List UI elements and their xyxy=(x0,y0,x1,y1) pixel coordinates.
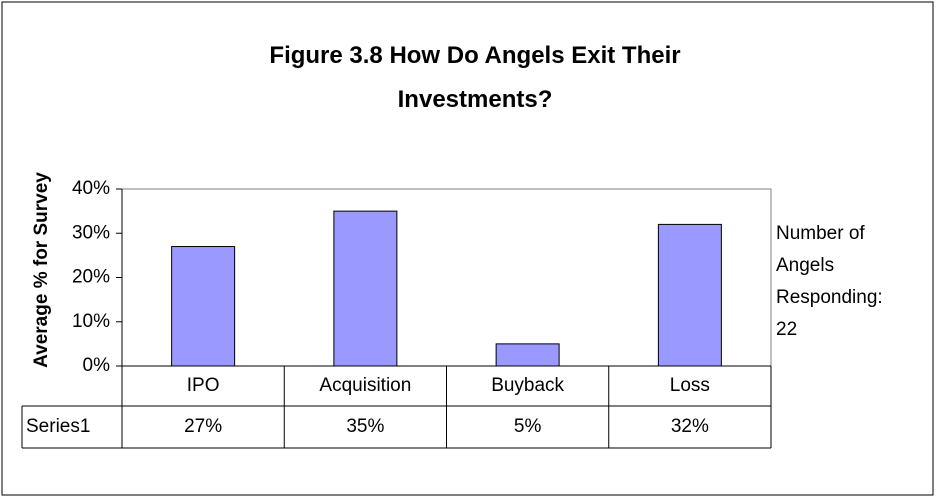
x-tick-label: Buyback xyxy=(491,375,564,396)
table-value: 27% xyxy=(184,416,222,437)
chart-title: Figure 3.8 How Do Angels Exit Their Inve… xyxy=(269,42,681,113)
y-tick-label: 20% xyxy=(72,267,110,288)
bar xyxy=(495,343,560,367)
x-tick-label: Acquisition xyxy=(319,375,411,396)
y-tick-label: 40% xyxy=(72,178,110,199)
bar xyxy=(657,223,722,367)
table-value: 5% xyxy=(514,416,542,437)
x-tick-label: Loss xyxy=(670,375,710,396)
x-tick-label: IPO xyxy=(187,375,220,396)
table-value: 35% xyxy=(346,416,384,437)
series-name: Series1 xyxy=(26,416,90,437)
y-axis-label: Average % for Survey xyxy=(31,172,52,368)
y-tick-label: 30% xyxy=(72,222,110,243)
y-tick-label: 0% xyxy=(83,355,111,376)
bar xyxy=(333,210,398,367)
annotation: Number of Angels Responding: 22 xyxy=(776,223,883,340)
y-tick-label: 10% xyxy=(72,311,110,332)
table-value: 32% xyxy=(671,416,709,437)
bar xyxy=(171,246,236,367)
